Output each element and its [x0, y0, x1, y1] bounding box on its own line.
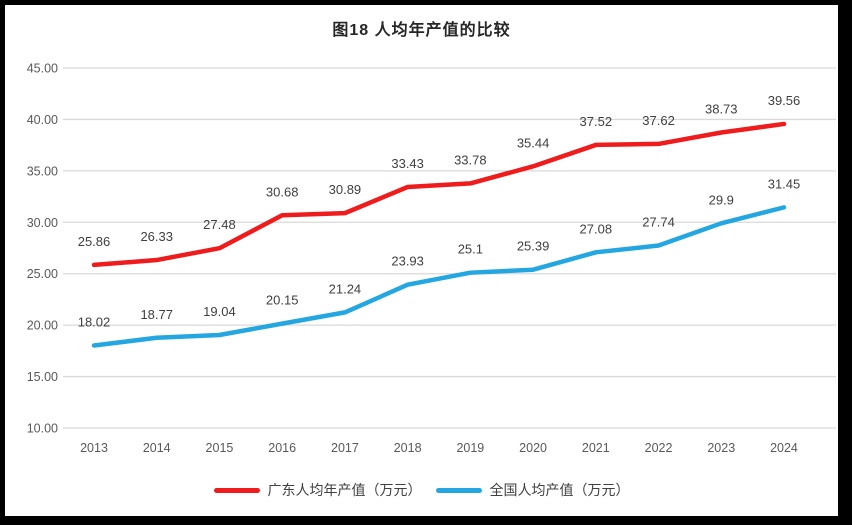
legend-swatch-red-line — [213, 487, 260, 493]
data-label: 29.9 — [709, 192, 734, 207]
data-label: 20.15 — [266, 293, 299, 308]
data-label: 35.44 — [517, 135, 550, 150]
data-label: 38.73 — [705, 101, 738, 116]
y-tick-label: 20.00 — [27, 319, 58, 333]
chart-title: 图18 人均年产值的比较 — [332, 22, 511, 39]
data-label: 19.04 — [203, 304, 236, 319]
x-axis-label: 2023 — [707, 441, 735, 455]
x-axis-label: 2016 — [268, 441, 296, 455]
data-label: 27.48 — [203, 217, 236, 232]
data-label: 25.39 — [517, 239, 550, 254]
y-tick-label: 35.00 — [27, 164, 58, 178]
x-axis-label: 2020 — [519, 441, 547, 455]
x-axis-label: 2021 — [582, 441, 610, 455]
legend-item-national: 全国人均产值（万元） — [435, 480, 630, 500]
y-tick-label: 40.00 — [27, 113, 58, 127]
data-label: 31.45 — [768, 176, 801, 191]
x-axis-label: 2022 — [645, 441, 673, 455]
data-label: 33.43 — [391, 156, 424, 171]
x-axis-label: 2013 — [80, 441, 108, 455]
x-axis-label: 2017 — [331, 441, 359, 455]
data-label: 27.74 — [642, 215, 675, 230]
data-label: 33.78 — [454, 152, 487, 167]
data-label: 30.68 — [266, 184, 299, 199]
data-label: 18.02 — [78, 315, 111, 330]
chart-legend: 广东人均年产值（万元） 全国人均产值（万元） — [5, 480, 838, 500]
x-axis-label: 2015 — [206, 441, 234, 455]
x-axis-label: 2014 — [143, 441, 171, 455]
series-line-1 — [91, 205, 787, 348]
data-label: 26.33 — [140, 229, 173, 244]
line-chart: 10.00 15.00 20.00 25.00 30.00 35.00 40.00 45.00… — [27, 62, 836, 455]
data-label: 25.86 — [78, 234, 111, 249]
data-label: 37.52 — [580, 114, 613, 129]
data-label: 37.62 — [642, 113, 675, 128]
y-tick-label: 15.00 — [27, 370, 58, 384]
legend-swatch-blue-line — [435, 487, 482, 493]
y-tick-label: 45.00 — [27, 62, 58, 76]
legend-label: 广东人均年产值（万元） — [267, 482, 422, 498]
data-label: 18.77 — [140, 307, 173, 322]
data-label: 25.1 — [458, 242, 483, 257]
data-label: 27.08 — [580, 221, 613, 236]
data-label: 23.93 — [391, 254, 424, 269]
y-tick-label: 10.00 — [27, 422, 58, 436]
legend-item-guangdong: 广东人均年产值（万元） — [213, 480, 422, 500]
x-axis-label: 2024 — [770, 441, 798, 455]
x-axis-label: 2019 — [456, 441, 484, 455]
data-label: 39.56 — [768, 93, 801, 108]
x-axis-label: 2018 — [394, 441, 422, 455]
series-line-0 — [91, 121, 787, 268]
y-tick-label: 25.00 — [27, 267, 58, 281]
y-tick-label: 30.00 — [27, 216, 58, 230]
legend-label: 全国人均产值（万元） — [489, 482, 630, 498]
data-label: 21.24 — [329, 281, 362, 296]
data-label: 30.89 — [329, 182, 362, 197]
